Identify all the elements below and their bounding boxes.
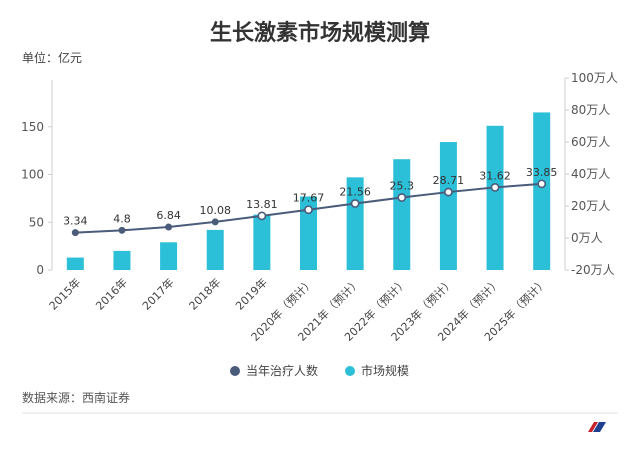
- category-label: 2017年: [139, 275, 176, 312]
- right-tick-label: 40万人: [571, 167, 610, 181]
- right-tick-label: 0万人: [571, 231, 603, 245]
- bar: [66, 257, 84, 270]
- bar: [206, 229, 224, 270]
- bar-series: [66, 112, 551, 270]
- line-series: 3.34 4.8 6.84 10.08 13.81 17.67 21.56 25.3 28.71…: [63, 166, 558, 237]
- right-tick-label: 20万人: [571, 199, 610, 213]
- legend-label-line: 当年治疗人数: [246, 363, 318, 378]
- line-point: [118, 226, 126, 234]
- right-tick-label: 100万人: [571, 71, 618, 85]
- data-label: 17.67: [293, 192, 325, 205]
- line-point: [304, 205, 313, 215]
- bar: [393, 159, 411, 270]
- line-point: [490, 183, 500, 192]
- chart-title: 生长激素市场规模测算: [210, 20, 430, 46]
- data-label: 13.81: [246, 198, 278, 211]
- line-point: [444, 187, 453, 197]
- unit-label: 单位：亿元: [22, 50, 82, 65]
- left-tick-label: 100: [21, 168, 44, 182]
- category-label: 2018年: [186, 275, 223, 312]
- bar: [300, 196, 317, 270]
- bar: [346, 177, 364, 270]
- data-label: 21.56: [339, 186, 371, 199]
- line-point: [71, 229, 79, 237]
- legend-marker-bar: [345, 366, 355, 376]
- source-note: 数据来源：西南证券: [22, 390, 130, 405]
- left-tick-label: 150: [21, 120, 44, 134]
- line-point: [350, 199, 360, 208]
- bar: [253, 214, 271, 270]
- bar: [160, 242, 178, 270]
- line-point: [257, 211, 267, 221]
- line-point: [211, 218, 219, 226]
- bar: [439, 142, 457, 270]
- legend-marker-line: [230, 366, 240, 376]
- line-point: [397, 193, 407, 202]
- line-point: [537, 179, 547, 189]
- left-tick-label: 0: [36, 263, 44, 277]
- data-label: 28.71: [433, 174, 465, 187]
- right-axis-ticks: -20万人 0万人 20万人 40万人 60万人 80万人 100万人: [565, 71, 618, 277]
- right-tick-label: 80万人: [571, 103, 610, 117]
- category-label: 2015年: [46, 275, 83, 312]
- left-axis-ticks: 0 50 100 150: [21, 120, 52, 277]
- data-label: 3.34: [63, 215, 88, 228]
- left-tick-label: 50: [29, 215, 44, 229]
- bar: [113, 250, 131, 270]
- legend-label-bar: 市场规模: [361, 363, 409, 378]
- legend: 当年治疗人数 市场规模: [230, 363, 409, 378]
- data-label: 25.3: [390, 180, 415, 193]
- data-label: 33.85: [526, 166, 558, 179]
- right-tick-label: 60万人: [571, 135, 610, 149]
- line-point: [165, 223, 173, 231]
- data-label: 10.08: [199, 204, 231, 217]
- data-label: 6.84: [156, 209, 181, 222]
- category-label: 2016年: [93, 275, 130, 312]
- right-tick-label: -20万人: [571, 263, 615, 277]
- category-label: 2019年: [233, 275, 270, 312]
- data-label: 4.8: [113, 212, 131, 225]
- category-labels: 2015年 2016年 2017年 2018年 2019年2020年（预计）2021年（…: [46, 275, 550, 344]
- brand-logo: [588, 422, 606, 432]
- bar: [486, 125, 504, 270]
- bar: [533, 112, 551, 270]
- data-label: 31.62: [479, 169, 511, 182]
